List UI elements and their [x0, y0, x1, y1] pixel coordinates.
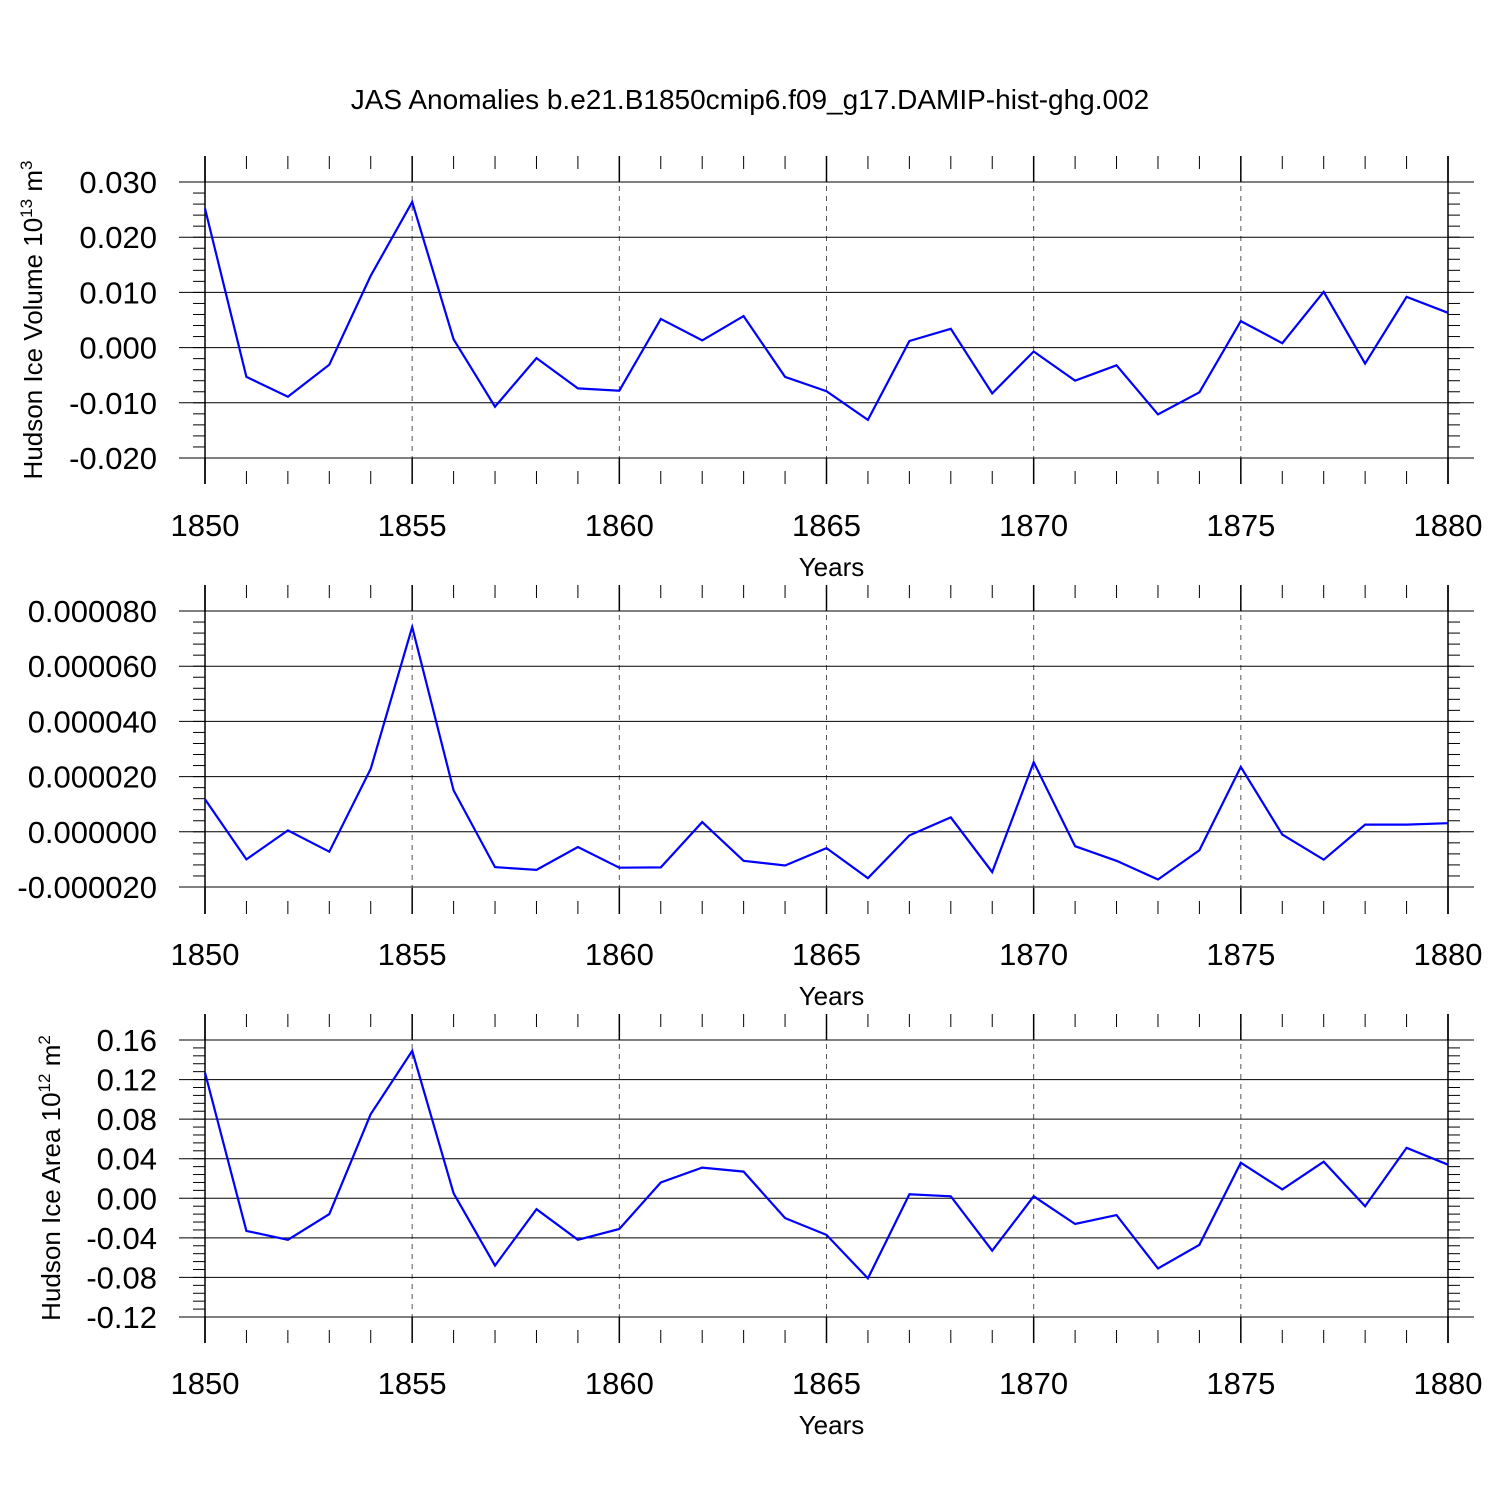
x-tick-label: 1875 [1206, 1366, 1275, 1401]
x-tick-label: 1865 [792, 1366, 861, 1401]
y-tick-label: 0.000080 [28, 594, 157, 629]
y-tick-label: -0.020 [69, 441, 157, 476]
y-tick-label: 0.04 [97, 1142, 157, 1177]
chart-panel-3: 0.16 0.12 0.08 0.04 0.00 -0.04 -0.08 -0.12 1850 1… [35, 1014, 1482, 1440]
y-axis-label: Hudson Ice Area 1012 m2 [35, 1035, 66, 1321]
series-line-series2 [204, 622, 1449, 881]
chart-panel-1: 0.030 0.020 0.010 0.000 -0.010 -0.020 1850 1855… [17, 156, 1482, 582]
x-tick-label: 1870 [999, 508, 1068, 543]
x-tick-label: 1850 [171, 937, 240, 972]
y-tick-label: -0.010 [69, 386, 157, 421]
x-tick-label: 1865 [792, 508, 861, 543]
x-tick-label: 1870 [999, 937, 1068, 972]
y-tick-label: 0.12 [97, 1063, 157, 1098]
chart-panel-2: 0.000080 0.000060 0.000040 0.000020 0.000000… [17, 585, 1482, 1011]
y-tick-label: -0.000020 [17, 870, 157, 905]
x-axis-label: Years [799, 552, 865, 582]
y-tick-label: 0.000060 [28, 649, 157, 684]
y-axis-label-part: m [36, 1045, 66, 1074]
y-tick-label: -0.12 [86, 1300, 157, 1335]
x-tick-label: 1855 [378, 508, 447, 543]
x-tick-label: 1865 [792, 937, 861, 972]
x-tick-label: 1860 [585, 508, 654, 543]
y-tick-label: 0.08 [97, 1102, 157, 1137]
y-tick-label: 0.16 [97, 1023, 157, 1058]
y-axis-label-exponent: 3 [17, 161, 36, 170]
figure-title: JAS Anomalies b.e21.B1850cmip6.f09_g17.D… [350, 84, 1150, 115]
x-tick-label: 1855 [378, 937, 447, 972]
x-tick-label: 1880 [1414, 508, 1483, 543]
y-tick-label: 0.00 [97, 1181, 157, 1216]
x-tick-label: 1875 [1206, 937, 1275, 972]
x-tick-label: 1860 [585, 1366, 654, 1401]
y-tick-label: 0.000000 [28, 815, 157, 850]
y-tick-label: 0.000020 [28, 760, 157, 795]
y-tick-label: 0.020 [79, 220, 157, 255]
y-axis-label: Hudson Ice Volume 1013 m3 [17, 161, 48, 480]
x-tick-label: 1860 [585, 937, 654, 972]
y-tick-label: 0.030 [79, 165, 157, 200]
y-axis-label-part: m [18, 170, 48, 199]
x-axis-label: Years [799, 1410, 865, 1440]
y-axis-label-exponent: 2 [35, 1035, 54, 1044]
y-tick-label: 0.000 [79, 331, 157, 366]
series-line-area [203, 1048, 1449, 1281]
x-tick-label: 1875 [1206, 508, 1275, 543]
y-tick-label: -0.08 [86, 1260, 157, 1295]
x-tick-label: 1855 [378, 1366, 447, 1401]
y-axis-label-part: Hudson Ice Area 10 [36, 1092, 66, 1320]
x-tick-label: 1870 [999, 1366, 1068, 1401]
x-tick-label: 1850 [171, 1366, 240, 1401]
y-axis-label-exponent: 13 [17, 199, 36, 218]
x-axis-label: Years [799, 981, 865, 1011]
y-axis-label-part: Hudson Ice Volume 10 [18, 218, 48, 480]
x-tick-label: 1880 [1414, 1366, 1483, 1401]
series-line-volume [203, 199, 1449, 422]
x-tick-label: 1850 [171, 508, 240, 543]
y-tick-label: 0.000040 [28, 704, 157, 739]
y-axis-label-exponent: 12 [35, 1074, 54, 1093]
y-tick-label: 0.010 [79, 275, 157, 310]
y-tick-label: -0.04 [86, 1221, 157, 1256]
x-tick-label: 1880 [1414, 937, 1483, 972]
